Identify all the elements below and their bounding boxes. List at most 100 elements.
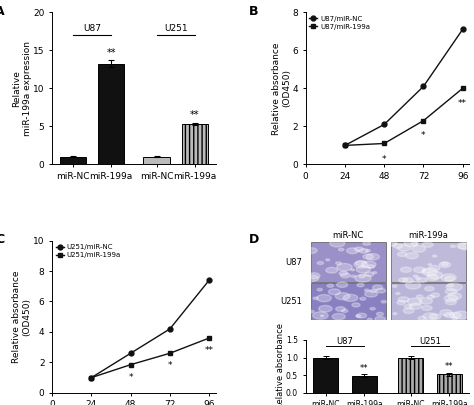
- Circle shape: [359, 249, 368, 253]
- Circle shape: [411, 242, 418, 246]
- Circle shape: [317, 262, 323, 264]
- Circle shape: [337, 263, 352, 271]
- Text: *: *: [128, 373, 133, 382]
- Circle shape: [367, 318, 372, 320]
- Y-axis label: Relative absorbance: Relative absorbance: [275, 323, 284, 405]
- Circle shape: [346, 248, 358, 254]
- Circle shape: [432, 255, 437, 257]
- Circle shape: [447, 284, 454, 287]
- Circle shape: [381, 301, 386, 303]
- Circle shape: [393, 244, 402, 248]
- Circle shape: [355, 274, 371, 282]
- Circle shape: [422, 305, 432, 311]
- Text: **: **: [205, 345, 214, 355]
- Circle shape: [370, 289, 376, 292]
- Circle shape: [326, 267, 338, 273]
- Circle shape: [418, 316, 426, 320]
- Text: C: C: [0, 233, 4, 246]
- Text: B: B: [248, 4, 258, 17]
- Circle shape: [403, 308, 414, 313]
- Circle shape: [419, 298, 432, 304]
- Circle shape: [397, 245, 410, 251]
- Circle shape: [412, 245, 426, 252]
- Circle shape: [427, 271, 443, 279]
- Circle shape: [439, 262, 451, 268]
- Circle shape: [365, 249, 370, 252]
- Circle shape: [416, 277, 420, 279]
- Text: **: **: [106, 48, 116, 58]
- Circle shape: [365, 291, 378, 297]
- Text: U251: U251: [164, 24, 188, 34]
- Text: U87: U87: [83, 24, 101, 34]
- Circle shape: [328, 289, 340, 295]
- Circle shape: [368, 265, 374, 268]
- Circle shape: [448, 293, 462, 300]
- Text: U87: U87: [285, 258, 302, 266]
- Circle shape: [332, 313, 345, 320]
- Circle shape: [401, 267, 411, 273]
- Text: *: *: [421, 131, 426, 140]
- Circle shape: [336, 307, 346, 311]
- Circle shape: [450, 245, 456, 247]
- Text: miR-NC: miR-NC: [333, 231, 364, 240]
- Circle shape: [446, 299, 456, 305]
- Circle shape: [446, 283, 462, 291]
- Text: **: **: [190, 111, 200, 120]
- Circle shape: [422, 268, 437, 275]
- Circle shape: [365, 272, 374, 277]
- Circle shape: [317, 288, 322, 291]
- Circle shape: [354, 261, 368, 268]
- Circle shape: [407, 298, 422, 305]
- Bar: [313, 358, 338, 393]
- Circle shape: [413, 275, 418, 277]
- Circle shape: [339, 271, 348, 275]
- Circle shape: [336, 262, 341, 264]
- Circle shape: [363, 242, 370, 245]
- Circle shape: [397, 301, 406, 305]
- Text: *: *: [382, 155, 386, 164]
- Circle shape: [393, 313, 397, 315]
- Circle shape: [343, 294, 358, 301]
- Circle shape: [366, 254, 380, 260]
- Circle shape: [429, 265, 440, 271]
- Circle shape: [452, 317, 457, 320]
- Circle shape: [308, 273, 320, 279]
- Circle shape: [444, 295, 458, 302]
- Circle shape: [422, 269, 430, 273]
- Circle shape: [373, 285, 383, 290]
- Circle shape: [429, 314, 441, 319]
- Circle shape: [445, 276, 455, 281]
- Circle shape: [375, 317, 385, 322]
- Circle shape: [335, 293, 350, 300]
- Bar: [144, 157, 170, 164]
- Text: **: **: [360, 364, 369, 373]
- Circle shape: [313, 297, 318, 300]
- Y-axis label: Relative absorbance
(OD450): Relative absorbance (OD450): [272, 42, 291, 134]
- Circle shape: [317, 294, 331, 302]
- Circle shape: [431, 293, 439, 297]
- Bar: [98, 64, 124, 164]
- Circle shape: [388, 241, 397, 246]
- Text: U87: U87: [337, 337, 354, 345]
- Circle shape: [351, 275, 356, 277]
- Bar: [391, 242, 466, 282]
- Circle shape: [444, 313, 455, 318]
- Circle shape: [376, 288, 385, 293]
- Legend: U251/miR-NC, U251/miR-199a: U251/miR-NC, U251/miR-199a: [55, 244, 121, 258]
- Bar: [310, 242, 386, 282]
- Circle shape: [453, 311, 469, 319]
- Circle shape: [338, 248, 344, 251]
- Circle shape: [392, 285, 397, 287]
- Bar: [352, 376, 377, 393]
- Circle shape: [360, 297, 366, 300]
- Circle shape: [427, 275, 438, 281]
- Circle shape: [423, 313, 437, 320]
- Circle shape: [373, 272, 377, 273]
- Circle shape: [351, 269, 355, 271]
- Circle shape: [459, 243, 472, 249]
- Circle shape: [427, 295, 434, 298]
- Y-axis label: Relative absorbance
(OD450): Relative absorbance (OD450): [12, 271, 32, 363]
- Circle shape: [356, 266, 370, 273]
- Circle shape: [404, 240, 418, 247]
- Text: U251: U251: [419, 337, 441, 345]
